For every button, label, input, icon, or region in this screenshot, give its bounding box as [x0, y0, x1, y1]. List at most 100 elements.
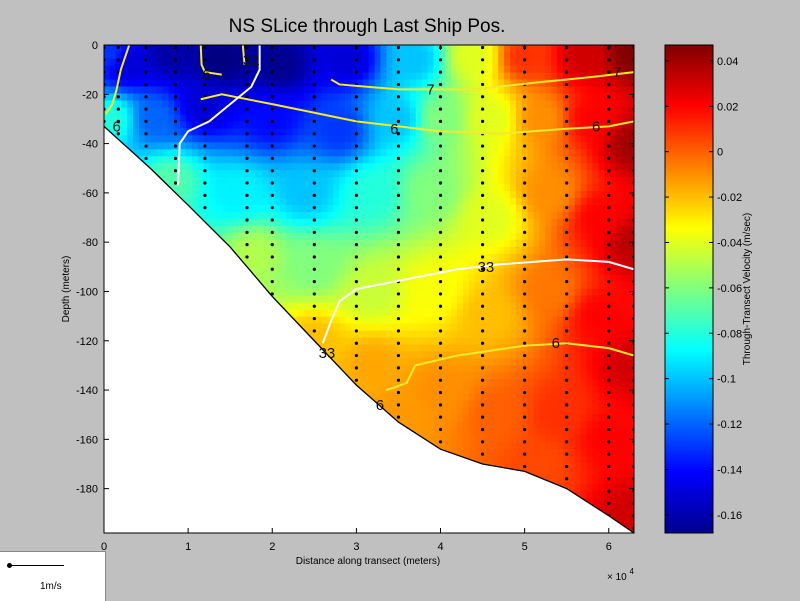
field-cell	[186, 142, 193, 150]
field-cell	[504, 226, 511, 234]
field-cell	[492, 247, 499, 255]
field-cell	[151, 94, 158, 102]
field-cell	[369, 66, 376, 74]
field-cell	[104, 52, 111, 60]
field-cell	[322, 317, 329, 325]
field-cell	[463, 400, 470, 408]
field-cell	[457, 310, 464, 318]
field-cell	[363, 351, 370, 359]
field-cell	[227, 177, 234, 185]
field-cell	[439, 135, 446, 143]
field-cell	[251, 261, 258, 269]
field-cell	[451, 73, 458, 81]
field-cell	[486, 435, 493, 443]
field-cell	[463, 94, 470, 102]
field-cell	[510, 59, 517, 67]
field-cell	[263, 73, 270, 81]
field-cell	[263, 45, 270, 53]
field-cell	[363, 338, 370, 346]
field-cell	[510, 170, 517, 178]
field-cell	[416, 261, 423, 269]
field-cell	[339, 303, 346, 311]
field-cell	[481, 421, 488, 429]
field-cell	[210, 121, 217, 129]
field-cell	[463, 449, 470, 457]
field-cell	[445, 296, 452, 304]
field-cell	[486, 114, 493, 122]
field-cell	[481, 233, 488, 241]
field-cell	[504, 240, 511, 248]
field-cell	[227, 52, 234, 60]
field-cell	[298, 142, 305, 150]
field-cell	[445, 121, 452, 129]
field-cell	[204, 184, 211, 192]
field-cell	[475, 80, 482, 88]
field-cell	[345, 212, 352, 220]
field-cell	[375, 351, 382, 359]
field-cell	[433, 338, 440, 346]
field-cell	[445, 365, 452, 373]
field-cell	[357, 94, 364, 102]
field-cell	[492, 191, 499, 199]
field-cell	[475, 163, 482, 171]
field-cell	[492, 233, 499, 241]
field-cell	[510, 261, 517, 269]
field-cell	[516, 247, 523, 255]
field-cell	[451, 386, 458, 394]
chart-title: NS SLice through Last Ship Pos.	[229, 16, 506, 37]
field-cell	[369, 149, 376, 157]
field-cell	[316, 121, 323, 129]
field-cell	[463, 324, 470, 332]
field-cell	[510, 156, 517, 164]
field-cell	[451, 226, 458, 234]
field-cell	[486, 121, 493, 129]
field-cell	[192, 135, 199, 143]
field-cell	[404, 407, 411, 415]
field-cell	[475, 156, 482, 164]
field-cell	[475, 191, 482, 199]
field-cell	[339, 240, 346, 248]
field-cell	[416, 94, 423, 102]
field-cell	[457, 303, 464, 311]
field-cell	[451, 107, 458, 115]
field-cell	[192, 184, 199, 192]
field-cell	[386, 379, 393, 387]
field-cell	[522, 184, 529, 192]
field-cell	[422, 338, 429, 346]
field-cell	[245, 198, 252, 206]
field-cell	[386, 107, 393, 115]
field-cell	[510, 52, 517, 60]
field-cell	[416, 149, 423, 157]
field-cell	[327, 254, 334, 262]
field-cell	[492, 156, 499, 164]
field-cell	[304, 205, 311, 213]
field-cell	[469, 365, 476, 373]
field-cell	[492, 407, 499, 415]
field-cell	[333, 324, 340, 332]
field-cell	[433, 163, 440, 171]
field-cell	[310, 100, 317, 108]
field-cell	[345, 121, 352, 129]
field-cell	[475, 428, 482, 436]
field-cell	[428, 149, 435, 157]
field-cell	[157, 107, 164, 115]
field-cell	[504, 393, 511, 401]
field-cell	[428, 212, 435, 220]
field-cell	[274, 114, 281, 122]
field-cell	[386, 184, 393, 192]
field-cell	[498, 372, 505, 380]
field-cell	[274, 282, 281, 290]
field-cell	[157, 128, 164, 136]
field-cell	[227, 156, 234, 164]
field-cell	[304, 254, 311, 262]
field-cell	[469, 324, 476, 332]
field-cell	[445, 135, 452, 143]
field-cell	[492, 282, 499, 290]
field-cell	[186, 45, 193, 53]
field-cell	[280, 198, 287, 206]
field-cell	[357, 184, 364, 192]
field-cell	[357, 205, 364, 213]
field-cell	[486, 358, 493, 366]
field-cell	[157, 121, 164, 129]
field-cell	[510, 212, 517, 220]
